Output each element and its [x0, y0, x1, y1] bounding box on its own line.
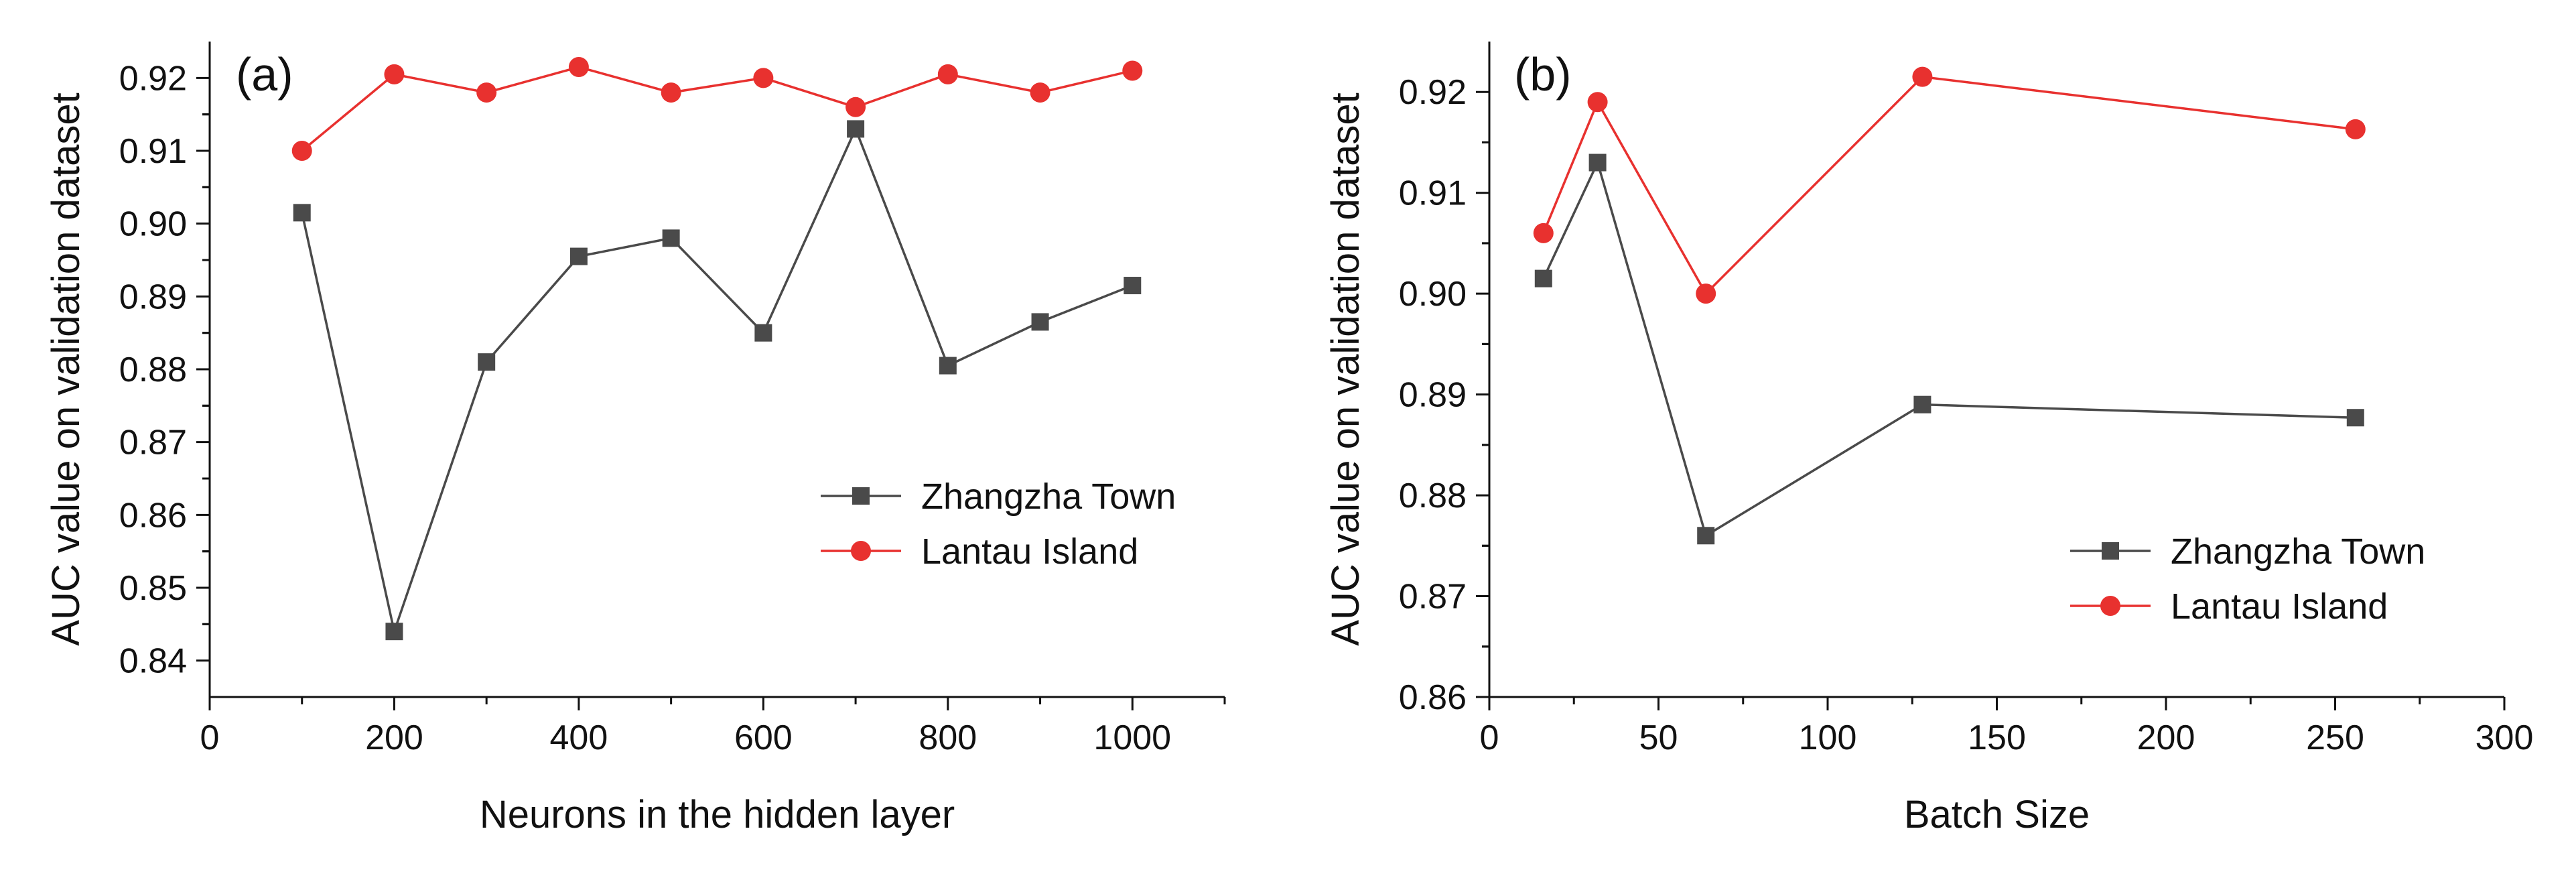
data-point-zhangzha-town: [662, 229, 680, 247]
y-tick-label: 0.89: [119, 277, 187, 316]
y-tick-label: 0.89: [1399, 376, 1467, 415]
y-tick-label: 0.92: [1399, 73, 1467, 112]
data-point-zhangzha-town: [1534, 269, 1552, 288]
x-tick-label: 0: [200, 718, 220, 757]
data-point-zhangzha-town: [293, 204, 311, 222]
x-tick-label: 200: [2137, 718, 2195, 757]
data-point-zhangzha-town: [754, 324, 772, 342]
legend-label: Lantau Island: [2171, 586, 2388, 627]
data-point-lantau-island: [476, 82, 497, 103]
y-tick-label: 0.91: [119, 132, 187, 171]
chart-panel-b: 0 50 100 150 200 250 300 0.86 0.87 0.88 0.89 0.90 0.…: [1324, 42, 2533, 836]
legend-marker: [2102, 542, 2119, 560]
x-tick-label: 250: [2306, 718, 2364, 757]
y-tick-label: 0.86: [1399, 678, 1467, 717]
x-tick-label: 400: [550, 718, 608, 757]
data-point-lantau-island: [1696, 283, 1716, 304]
data-point-zhangzha-town: [939, 357, 957, 375]
x-tick-label: 50: [1639, 718, 1678, 757]
legend-marker: [2100, 596, 2120, 616]
y-tick-label: 0.86: [119, 496, 187, 535]
data-point-zhangzha-town: [385, 623, 403, 641]
y-tick-label: 0.87: [119, 424, 187, 462]
y-tick-label: 0.88: [119, 351, 187, 389]
x-tick-label: 100: [1799, 718, 1857, 757]
panel-label: (a): [236, 48, 293, 101]
data-point-lantau-island: [1533, 223, 1554, 243]
y-tick-label: 0.84: [119, 642, 187, 681]
series-line-zhangzha-town: [301, 125, 1133, 636]
data-point-zhangzha-town: [478, 353, 496, 371]
x-axis-label: Neurons in the hidden layer: [480, 793, 955, 836]
legend-marker: [851, 541, 871, 561]
legend: Zhangzha Town Lantau Island: [821, 477, 1176, 572]
data-point-zhangzha-town: [1697, 527, 1715, 545]
y-tick-label: 0.85: [119, 569, 187, 608]
y-axis-label: AUC value on validation dataset: [44, 92, 88, 645]
legend-label: Zhangzha Town: [921, 477, 1176, 517]
data-point-zhangzha-town: [569, 247, 588, 265]
series-line-lantau-island: [301, 66, 1133, 152]
data-point-lantau-island: [1122, 60, 1143, 81]
series-line-lantau-island: [1542, 75, 2356, 296]
data-point-zhangzha-town: [1031, 313, 1049, 331]
y-tick-label: 0.87: [1399, 578, 1467, 617]
x-tick-label: 600: [734, 718, 793, 757]
data-point-lantau-island: [384, 64, 405, 84]
y-axis-label: AUC value on validation dataset: [1324, 92, 1367, 645]
data-point-zhangzha-town: [2346, 409, 2364, 427]
legend-label: Lantau Island: [921, 531, 1138, 572]
y-tick-label: 0.90: [1399, 275, 1467, 314]
data-point-lantau-island: [1030, 82, 1050, 103]
data-point-lantau-island: [845, 97, 866, 117]
y-tick-label: 0.91: [1399, 174, 1467, 213]
chart-panel-a: 0 200 400 600 800 1000 0.84 0.85 0.86 0.87 0.88 0.8…: [44, 42, 1226, 836]
data-point-lantau-island: [661, 82, 681, 103]
data-point-zhangzha-town: [847, 120, 865, 138]
y-tick-label: 0.88: [1399, 477, 1467, 515]
x-tick-label: 800: [919, 718, 977, 757]
data-point-zhangzha-town: [1588, 153, 1607, 172]
legend: Zhangzha Town Lantau Island: [2070, 531, 2425, 627]
x-axis-label: Batch Size: [1904, 793, 2090, 836]
x-tick-label: 200: [365, 718, 423, 757]
data-point-lantau-island: [937, 64, 958, 84]
data-point-lantau-island: [291, 141, 312, 161]
legend-label: Zhangzha Town: [2171, 531, 2425, 572]
x-tick-label: 300: [2476, 718, 2534, 757]
x-tick-label: 1000: [1093, 718, 1171, 757]
series-line-zhangzha-town: [1542, 159, 2356, 537]
data-point-lantau-island: [2345, 119, 2366, 139]
y-tick-label: 0.90: [119, 205, 187, 244]
data-point-zhangzha-town: [1124, 277, 1142, 295]
panel-label: (b): [1514, 48, 1572, 101]
x-tick-label: 150: [1968, 718, 2026, 757]
x-tick-label: 0: [1480, 718, 1499, 757]
data-point-lantau-island: [753, 68, 774, 88]
data-point-zhangzha-town: [1913, 395, 1931, 414]
data-point-lantau-island: [1912, 66, 1933, 87]
data-point-lantau-island: [568, 57, 589, 78]
y-tick-label: 0.92: [119, 59, 187, 98]
data-point-lantau-island: [1587, 92, 1608, 113]
legend-marker: [852, 487, 870, 505]
